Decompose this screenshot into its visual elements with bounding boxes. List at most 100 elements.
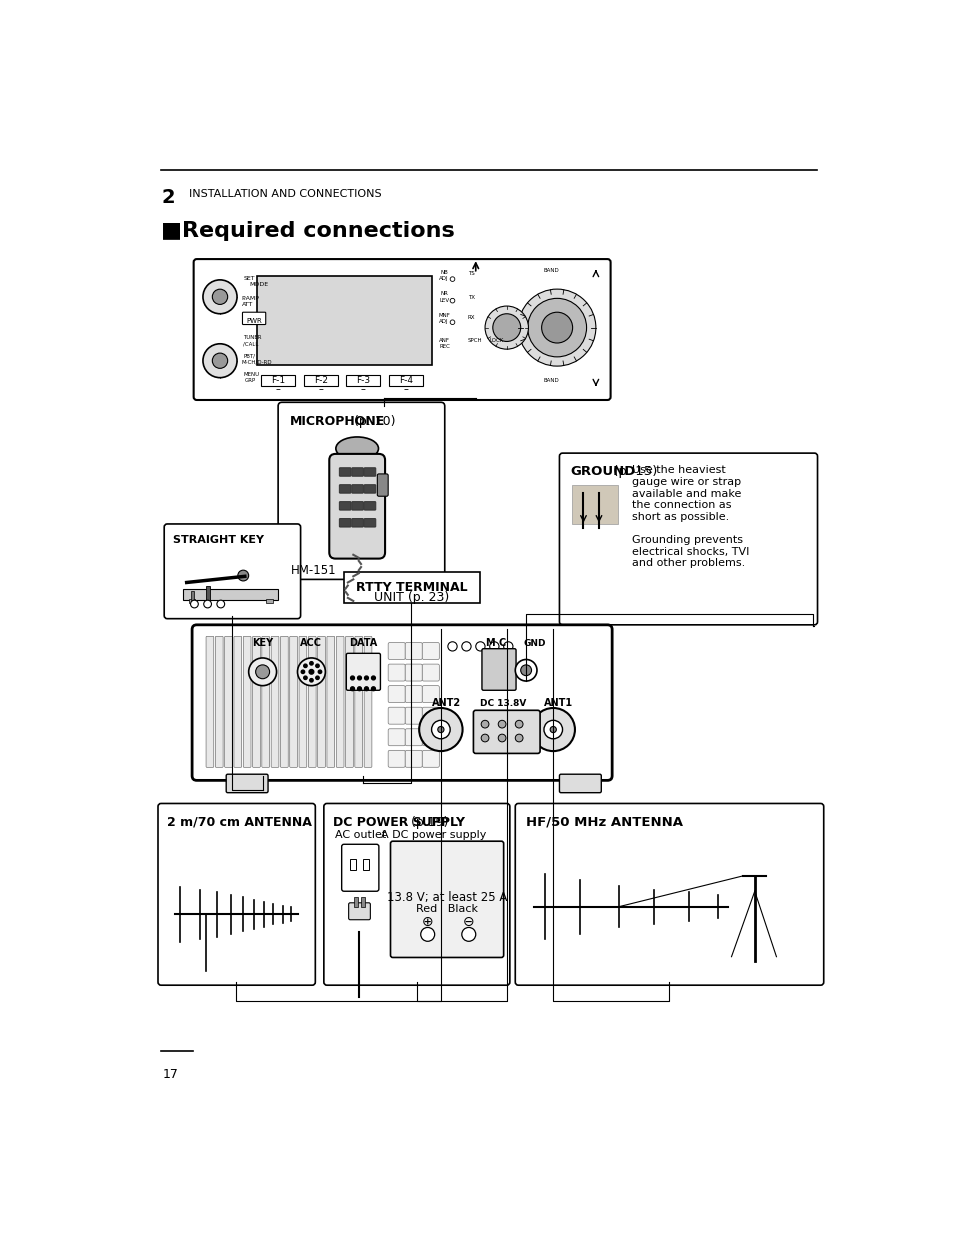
- Text: –: –: [403, 384, 408, 394]
- Text: –: –: [318, 384, 323, 394]
- Text: SPCH: SPCH: [468, 337, 482, 342]
- FancyBboxPatch shape: [164, 524, 300, 619]
- Text: F-3: F-3: [355, 377, 370, 385]
- FancyBboxPatch shape: [352, 468, 363, 477]
- Circle shape: [255, 664, 270, 679]
- Circle shape: [191, 600, 198, 608]
- Circle shape: [484, 306, 528, 350]
- FancyBboxPatch shape: [355, 636, 362, 767]
- Text: ⊖: ⊖: [462, 915, 474, 929]
- FancyBboxPatch shape: [405, 685, 422, 703]
- Circle shape: [297, 658, 325, 685]
- Circle shape: [437, 726, 443, 732]
- Text: NB: NB: [440, 270, 448, 275]
- Circle shape: [493, 314, 520, 341]
- Circle shape: [461, 927, 476, 941]
- Circle shape: [450, 320, 455, 325]
- FancyBboxPatch shape: [226, 774, 268, 793]
- Text: TS: TS: [468, 272, 475, 277]
- Text: UNIT (p. 23): UNIT (p. 23): [374, 592, 449, 604]
- Text: MICROPHONE: MICROPHONE: [290, 415, 385, 429]
- Text: LEV: LEV: [439, 298, 449, 303]
- Text: Red   Black: Red Black: [416, 904, 477, 914]
- Circle shape: [216, 600, 224, 608]
- Bar: [360, 898, 365, 906]
- FancyBboxPatch shape: [224, 636, 233, 767]
- Text: HM-151: HM-151: [291, 564, 336, 577]
- Text: ANT2: ANT2: [431, 699, 460, 709]
- FancyBboxPatch shape: [323, 804, 509, 986]
- Text: ■Required connections: ■Required connections: [161, 221, 455, 241]
- FancyBboxPatch shape: [193, 259, 610, 400]
- Circle shape: [318, 671, 321, 673]
- Text: 17: 17: [162, 1067, 178, 1081]
- Text: F-2: F-2: [314, 377, 328, 385]
- Circle shape: [497, 720, 505, 727]
- Text: (p. 15): (p. 15): [608, 466, 657, 478]
- Circle shape: [315, 664, 319, 667]
- FancyBboxPatch shape: [473, 710, 539, 753]
- FancyBboxPatch shape: [364, 501, 375, 510]
- Bar: [303, 375, 337, 387]
- Text: LOCK: LOCK: [489, 337, 503, 342]
- FancyBboxPatch shape: [405, 664, 422, 680]
- Text: MENU: MENU: [243, 372, 259, 377]
- FancyBboxPatch shape: [422, 664, 439, 680]
- Text: M-CH/D-RD: M-CH/D-RD: [241, 359, 272, 364]
- Circle shape: [531, 708, 575, 751]
- Bar: [346, 375, 380, 387]
- Circle shape: [303, 664, 307, 667]
- Circle shape: [213, 353, 228, 368]
- Circle shape: [515, 659, 537, 680]
- Circle shape: [418, 708, 462, 751]
- Bar: [261, 375, 294, 387]
- Circle shape: [310, 678, 313, 682]
- FancyBboxPatch shape: [335, 636, 344, 767]
- Text: AC outlet: AC outlet: [335, 830, 386, 840]
- Text: ACC: ACC: [300, 638, 322, 648]
- Text: F-4: F-4: [398, 377, 413, 385]
- Text: BAND: BAND: [543, 378, 559, 383]
- Circle shape: [520, 664, 531, 676]
- FancyBboxPatch shape: [364, 468, 375, 477]
- FancyBboxPatch shape: [339, 484, 351, 493]
- Text: PWR: PWR: [246, 319, 262, 325]
- Circle shape: [476, 642, 484, 651]
- FancyBboxPatch shape: [405, 729, 422, 746]
- FancyBboxPatch shape: [206, 636, 213, 767]
- Text: P.AMP: P.AMP: [241, 296, 259, 301]
- Text: 2 m/70 cm ANTENNA: 2 m/70 cm ANTENNA: [167, 816, 312, 829]
- Text: REC: REC: [439, 343, 450, 348]
- Bar: [206, 587, 210, 600]
- FancyBboxPatch shape: [339, 468, 351, 477]
- Bar: [571, 485, 618, 524]
- FancyBboxPatch shape: [388, 685, 405, 703]
- Text: GROUND: GROUND: [570, 466, 635, 478]
- Text: A DC power supply: A DC power supply: [381, 830, 486, 840]
- Bar: [266, 599, 273, 603]
- Text: ANF: ANF: [438, 337, 449, 342]
- Text: Use the heaviest
gauge wire or strap
available and make
the connection as
short : Use the heaviest gauge wire or strap ava…: [632, 466, 749, 568]
- Text: KEY: KEY: [252, 638, 273, 648]
- FancyBboxPatch shape: [298, 636, 307, 767]
- FancyBboxPatch shape: [278, 403, 444, 579]
- FancyBboxPatch shape: [345, 636, 353, 767]
- FancyBboxPatch shape: [327, 636, 335, 767]
- FancyBboxPatch shape: [422, 751, 439, 767]
- Text: /CALL: /CALL: [243, 341, 258, 347]
- Text: RTTY TERMINAL: RTTY TERMINAL: [355, 580, 467, 594]
- Text: INSTALLATION AND CONNECTIONS: INSTALLATION AND CONNECTIONS: [189, 189, 381, 199]
- Circle shape: [480, 720, 488, 727]
- FancyBboxPatch shape: [158, 804, 315, 986]
- FancyBboxPatch shape: [422, 708, 439, 724]
- Text: C: C: [498, 638, 506, 648]
- Circle shape: [503, 642, 513, 651]
- Bar: [362, 858, 369, 869]
- FancyBboxPatch shape: [388, 708, 405, 724]
- Text: ANT1: ANT1: [543, 699, 573, 709]
- Bar: [183, 589, 278, 600]
- FancyBboxPatch shape: [192, 625, 612, 781]
- FancyBboxPatch shape: [242, 312, 266, 325]
- Bar: [350, 858, 356, 869]
- FancyBboxPatch shape: [233, 636, 241, 767]
